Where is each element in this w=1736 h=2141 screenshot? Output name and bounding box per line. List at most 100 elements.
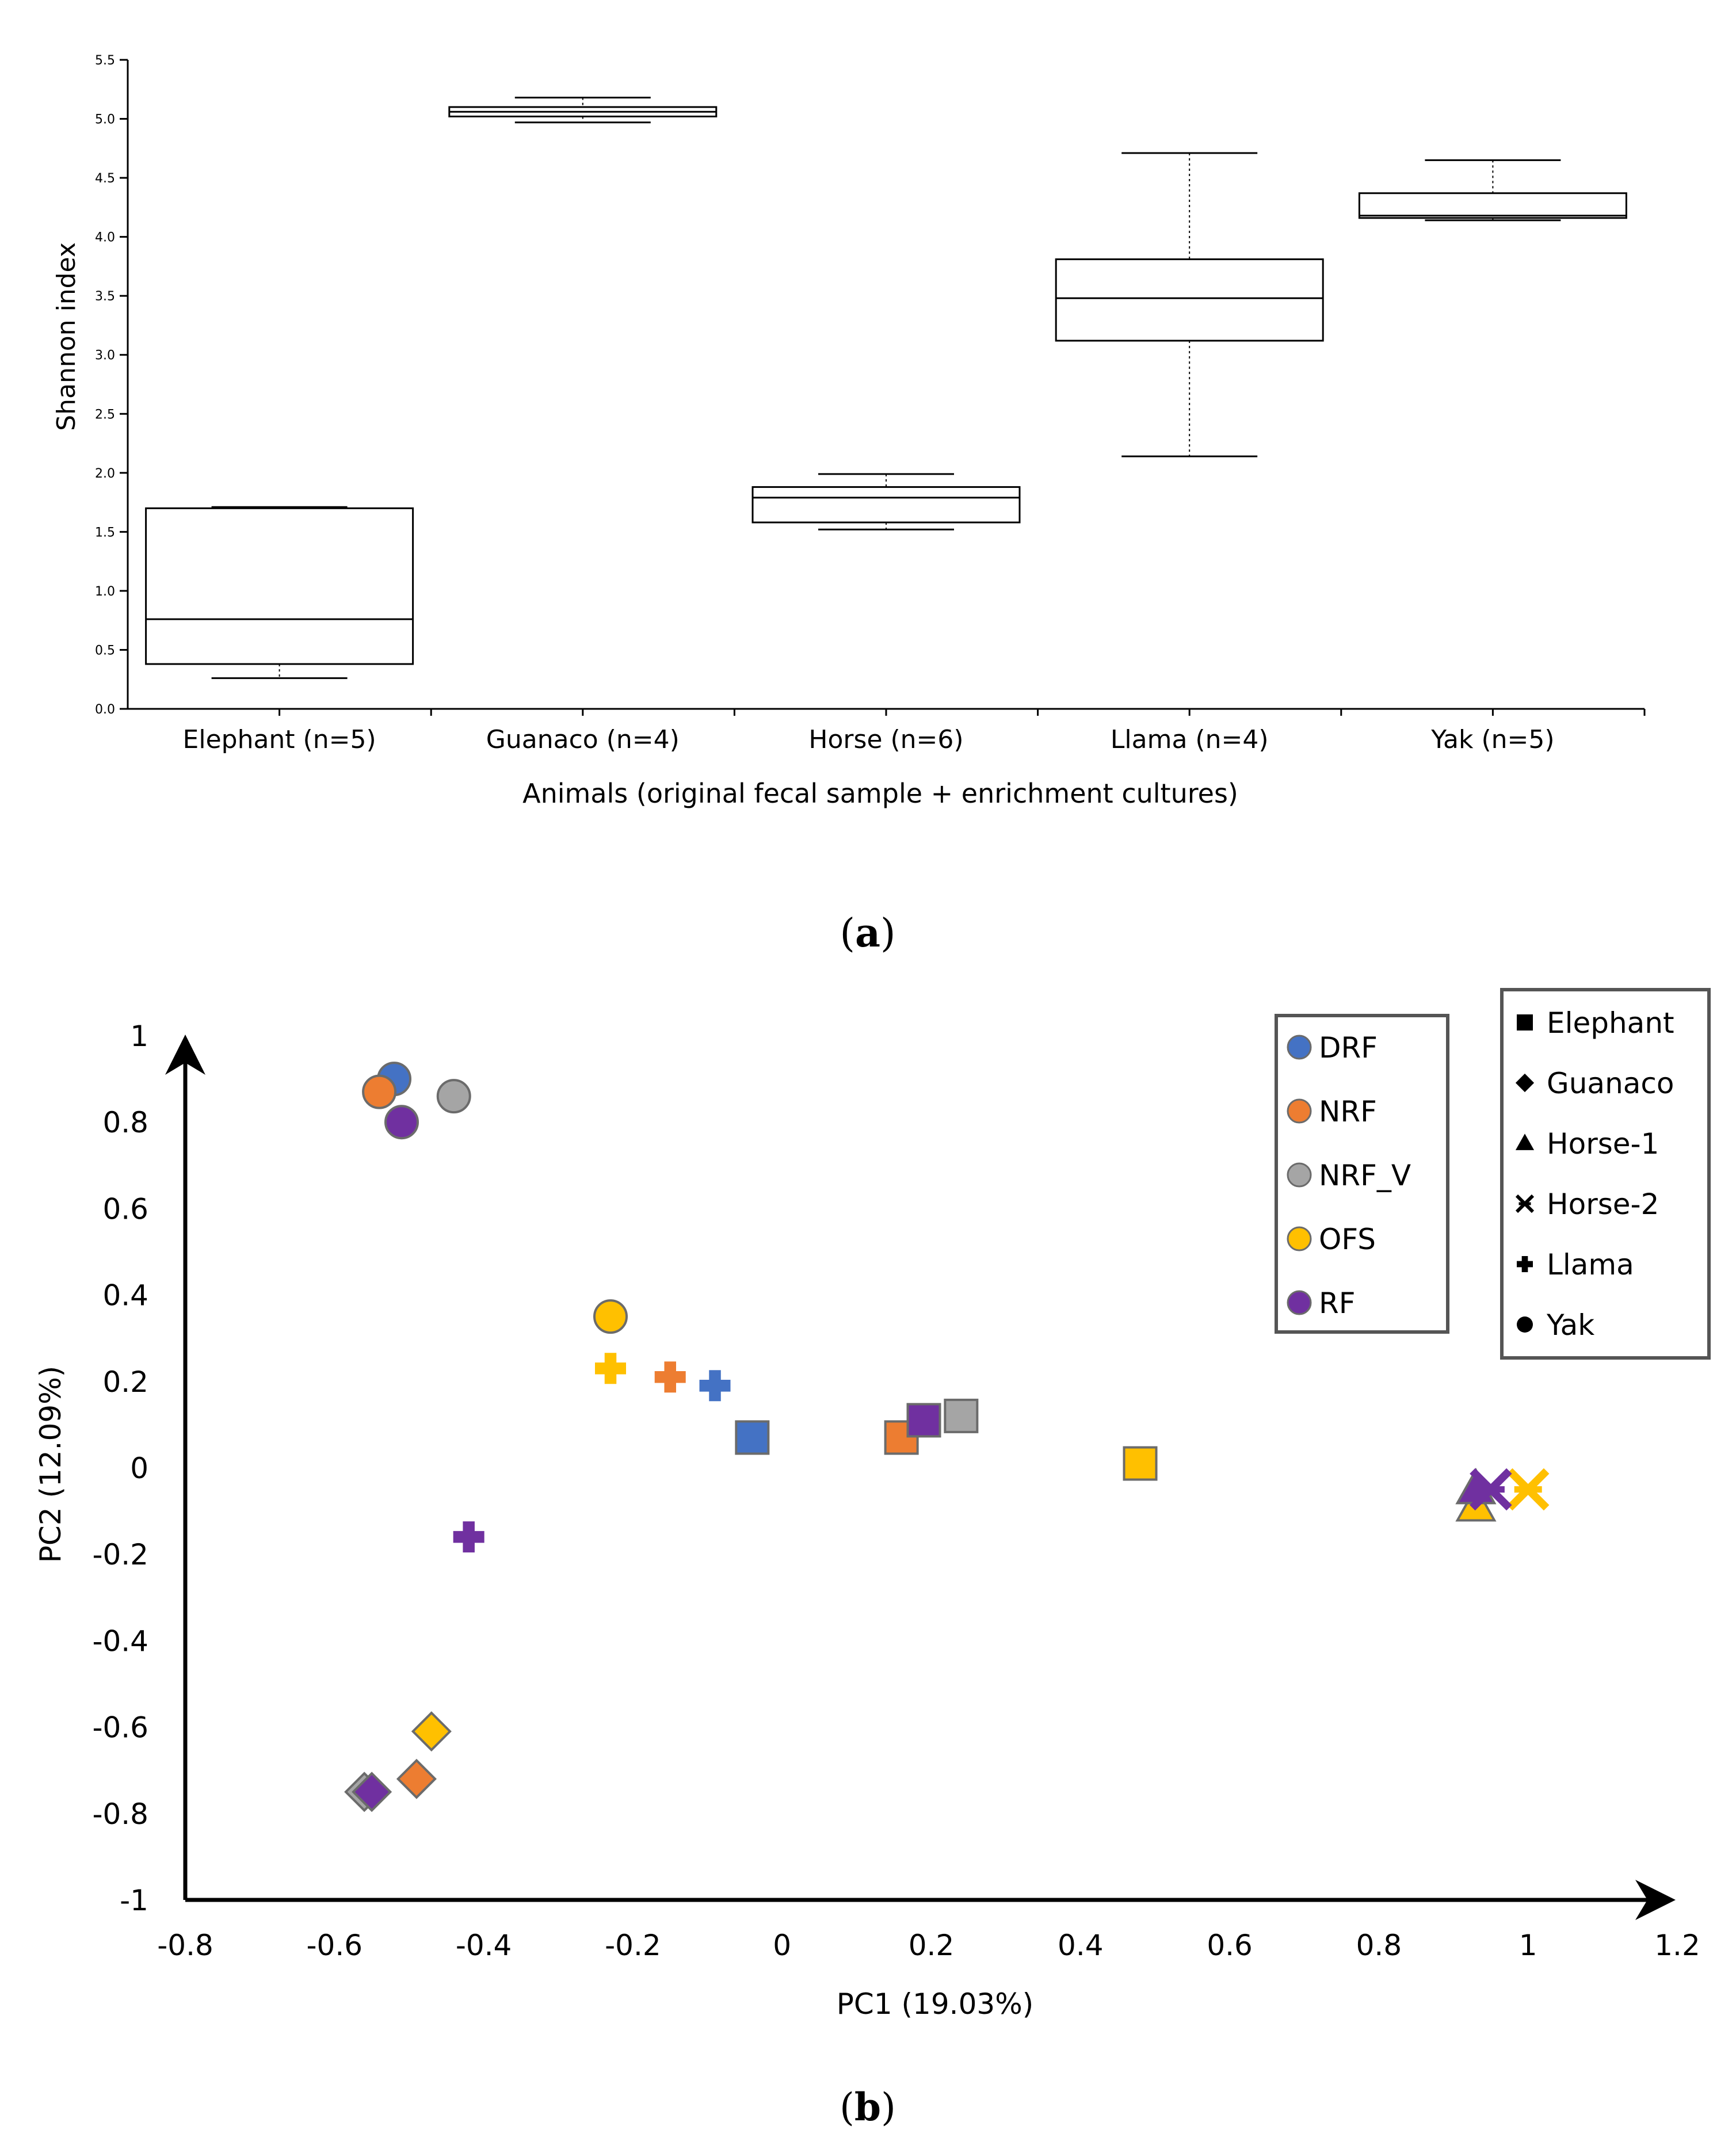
point-guanaco-ofs [411,1711,452,1752]
y-tick-label: -0.6 [92,1711,148,1745]
y-tick-label: 0.2 [102,1365,148,1399]
legend-shape-item: Llama [1517,1248,1634,1281]
x-tick-label: 0.6 [1207,1929,1253,1962]
box-plot-boxes [145,97,1627,680]
legend-color-item: RF [1287,1287,1356,1320]
legend-shape-label: Horse-1 [1547,1127,1659,1161]
point-elephant-ofs [1123,1446,1158,1481]
box-plot-y-ticks: 0.0 0.5 1.0 1.5 2.0 2.5 3.0 3.5 4.0 4.5 5.0 5.5 [95,54,128,717]
y-tick-label: 0.8 [102,1106,148,1139]
point-guanaco-nrf [396,1758,437,1799]
x-category-label: Elephant (n=5) [183,725,376,754]
legend-swatch [1287,1035,1312,1060]
legend-color-item: DRF [1287,1031,1378,1064]
box-0 [145,506,414,680]
legend-color-label: RF [1319,1287,1356,1320]
panel-b-label: (b) [840,2085,896,2129]
legend-color-label: NRF_V [1319,1159,1411,1192]
legend-color-item: NRF [1287,1095,1377,1128]
y-tick-label: 1.5 [95,525,115,540]
legend-color-label: DRF [1319,1031,1378,1064]
box-plot-x-axis-label: Animals (original fecal sample + enrichm… [522,778,1238,809]
x-category-label: Llama (n=4) [1111,725,1269,754]
box-2 [751,473,1021,531]
box-1 [448,97,718,124]
x-tick-label: -0.2 [605,1929,661,1962]
legend-animal-shapes: Elephant Guanaco Horse-1 Horse-2 Llama Yak [1500,988,1711,1360]
legend-swatch [1287,1226,1312,1251]
y-tick-label: 0 [130,1452,148,1485]
point-yak-nrf-v [436,1079,471,1114]
legend-shape-triangle-icon [1515,1134,1535,1150]
interquartile-box [1055,258,1324,342]
x-tick-label: -0.4 [456,1929,512,1962]
y-tick-label: 2.0 [95,467,115,481]
legend-shape-label: Elephant [1547,1006,1674,1040]
point-guanaco-rf [352,1772,392,1812]
point-yak-rf [384,1105,419,1140]
legend-swatch [1287,1098,1312,1124]
point-horse-2-rf [1470,1468,1512,1511]
y-tick-label: 0.5 [95,643,115,658]
interquartile-box [751,486,1021,524]
point-llama-drf [699,1370,731,1402]
y-tick-label: 1 [130,1020,148,1053]
legend-shape-item: Elephant [1517,1006,1674,1040]
pca-points [344,1062,1550,1812]
point-elephant-rf [906,1403,941,1438]
x-category-label: Guanaco (n=4) [486,725,680,754]
interquartile-box [1358,192,1627,219]
y-tick-label: 5.5 [95,54,115,68]
y-tick-label: 0.0 [95,703,115,717]
point-llama-ofs [595,1353,627,1384]
x-tick-label: 1 [1519,1929,1537,1962]
y-tick-label: 2.5 [95,407,115,422]
panel-a-label: (a) [840,910,895,956]
y-tick-label: 4.5 [95,171,115,186]
pca-scatter-panel: 10.80.60.40.20-0.2-0.4-0.6-0.8-1 -0.8 -0.… [34,988,1711,2021]
x-tick-label: 1.2 [1654,1929,1700,1962]
x-tick-label: -0.6 [307,1929,363,1962]
legend-swatch [1287,1290,1312,1315]
x-category-label: Horse (n=6) [808,725,963,754]
legend-shape-diamond-icon [1515,1073,1535,1093]
legend-color-groups: DRF NRF NRF_V OFS RF [1275,1014,1449,1334]
legend-shape-label: Llama [1547,1248,1634,1281]
y-tick-label: -0.8 [92,1797,148,1831]
legend-swatch [1287,1162,1312,1188]
pca-x-axis-label: PC1 (19.03%) [837,1987,1033,2021]
legend-color-label: OFS [1319,1223,1376,1256]
legend-shape-item: Horse-2 [1515,1188,1659,1221]
point-llama-nrf [654,1361,686,1393]
box-4 [1358,159,1627,222]
point-yak-ofs [593,1299,628,1334]
legend-color-item: OFS [1287,1223,1376,1256]
y-tick-label: 3.5 [95,289,115,304]
y-tick-label: 5.0 [95,113,115,127]
x-tick-label: 0.8 [1356,1929,1402,1962]
y-tick-label: 0.4 [102,1279,148,1312]
legend-shape-star-icon [1515,1194,1535,1213]
legend-color-label: NRF [1319,1095,1377,1128]
y-tick-label: -0.2 [92,1538,148,1571]
box-plot-panel: 0.0 0.5 1.0 1.5 2.0 2.5 3.0 3.5 4.0 4.5 5.0 5.5 Ele… [52,54,1646,809]
point-yak-nrf [362,1074,397,1109]
pca-y-ticks: 1 0.8 0.6 0.4 0.2 0 -0.2 -0.4 -0.6 -0.8 -1 [92,1020,148,1917]
box-plot-y-axis-label: Shannon index [52,242,81,431]
point-llama-rf [453,1521,484,1553]
point-elephant-drf [735,1420,770,1455]
legend-shape-label: Yak [1546,1308,1594,1342]
x-tick-label: 0 [773,1929,791,1962]
y-tick-label: 3.0 [95,349,115,363]
legend-shape-item: Guanaco [1515,1067,1674,1100]
interquartile-box [145,507,414,665]
legend-shape-item: Yak [1517,1308,1594,1342]
legend-shape-plus-icon [1517,1256,1533,1272]
y-tick-label: 1.0 [95,585,115,599]
pca-x-ticks: -0.8 -0.6 -0.4 -0.2 0 0.2 0.4 0.6 0.8 1 1.2 [157,1929,1700,1962]
box-3 [1055,152,1324,457]
y-tick-label: -1 [120,1884,148,1917]
box-plot-x-ticks: Elephant (n=5) Guanaco (n=4) Horse (n=6) Ll… [183,709,1646,754]
x-tick-label: 0.4 [1058,1929,1104,1962]
